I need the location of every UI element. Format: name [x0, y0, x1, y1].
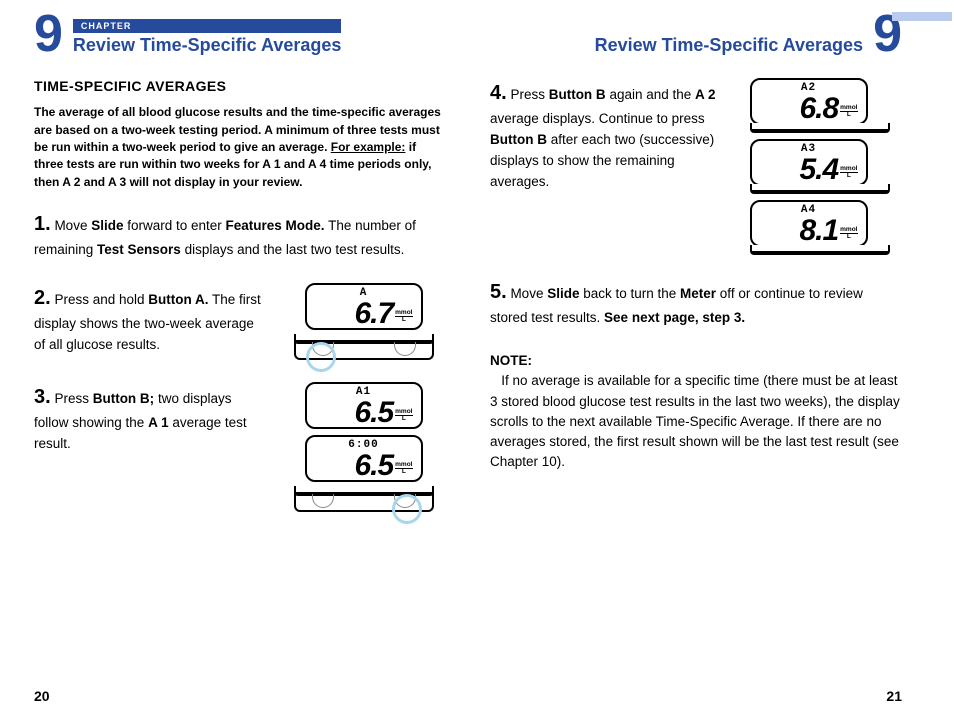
- meter-base: [294, 334, 434, 360]
- header-left: 9 CHAPTER Review Time-Specific Averages: [34, 12, 446, 56]
- section-heading: TIME-SPECIFIC AVERAGES: [34, 78, 446, 94]
- meter-graphic-stack: A2 6.8mmolL A3 5.4mmolL A4 8.1mmolL: [737, 78, 902, 255]
- u: mmol: [840, 165, 857, 172]
- chapter-number-left: 9: [34, 12, 63, 56]
- u: mmol: [395, 309, 412, 316]
- t: Move: [51, 218, 92, 233]
- t: Test Sensors: [97, 242, 181, 257]
- t: Move: [507, 286, 548, 301]
- page-spread: 9 CHAPTER Review Time-Specific Averages …: [34, 12, 902, 704]
- step-3: 3. Press Button B; two displays follow s…: [34, 382, 446, 512]
- u: mmol: [840, 104, 857, 111]
- u: L: [840, 111, 857, 118]
- u: mmol: [395, 408, 412, 415]
- step-5: 5. Move Slide back to turn the Meter off…: [490, 277, 902, 329]
- u: L: [395, 415, 412, 422]
- chapter-tag: CHAPTER: [73, 19, 341, 33]
- meter-graphic-a1: A1 6.5mmolL 6:00 6.5mmolL: [281, 382, 446, 512]
- lcd-value: 6.8: [799, 95, 838, 122]
- lcd-display: A3 5.4mmolL: [750, 139, 868, 186]
- page-number-left: 20: [34, 676, 446, 704]
- t: Button B;: [93, 391, 154, 406]
- u: mmol: [840, 226, 857, 233]
- t: again and the: [606, 87, 695, 102]
- lcd-value: 6.5: [354, 452, 393, 479]
- meter-base: [750, 123, 890, 133]
- chapter-title-left: Review Time-Specific Averages: [73, 35, 341, 56]
- accent-bar: [892, 12, 952, 21]
- lcd-display: A1 6.5mmolL: [305, 382, 423, 429]
- u: L: [840, 233, 857, 240]
- t: displays and the last two test results.: [181, 242, 405, 257]
- intro-example-label: For example:: [331, 140, 406, 154]
- step-number: 1.: [34, 213, 51, 235]
- step-number: 2.: [34, 287, 51, 309]
- t: Press: [51, 391, 93, 406]
- lcd-display: A 6.7mmolL: [305, 283, 423, 330]
- lcd-display: 6:00 6.5mmolL: [305, 435, 423, 482]
- button-b-icon: [394, 342, 416, 356]
- step-number: 4.: [490, 82, 507, 104]
- u: L: [395, 316, 412, 323]
- t: Button B: [549, 87, 606, 102]
- note-heading: NOTE:: [490, 351, 902, 371]
- meter-base: [750, 184, 890, 194]
- t: forward to enter: [123, 218, 225, 233]
- meter-graphic-a: A 6.7mmolL: [281, 283, 446, 360]
- step-number: 5.: [490, 281, 507, 303]
- t: Press: [507, 87, 549, 102]
- t: Meter: [680, 286, 716, 301]
- t: average displays. Continue to press: [490, 111, 705, 126]
- u: L: [395, 468, 412, 475]
- meter-base: [750, 245, 890, 255]
- step-4: 4. Press Button B again and the A 2 aver…: [490, 78, 902, 255]
- button-a-icon: [312, 494, 334, 508]
- step-1: 1. Move Slide forward to enter Features …: [34, 209, 446, 261]
- page-right: Review Time-Specific Averages 9 4. Press…: [484, 12, 902, 704]
- t: A 2: [695, 87, 716, 102]
- t: Press and hold: [51, 292, 149, 307]
- t: back to turn the: [579, 286, 680, 301]
- lcd-value: 5.4: [799, 156, 838, 183]
- chapter-title-right: Review Time-Specific Averages: [595, 35, 863, 56]
- lcd-value: 6.5: [354, 399, 393, 426]
- lcd-value: 6.7: [354, 300, 393, 327]
- lcd-value: 8.1: [799, 217, 838, 244]
- lcd-display: A4 8.1mmolL: [750, 200, 868, 247]
- t: A 1: [148, 415, 169, 430]
- t: Slide: [547, 286, 579, 301]
- step-2: 2. Press and hold Button A. The first di…: [34, 283, 446, 360]
- intro-paragraph: The average of all blood glucose results…: [34, 104, 446, 191]
- u: L: [840, 172, 857, 179]
- t: Features Mode.: [226, 218, 325, 233]
- press-halo-icon: [392, 494, 422, 524]
- header-right: Review Time-Specific Averages 9: [490, 12, 902, 56]
- lcd-display: A2 6.8mmolL: [750, 78, 868, 125]
- u: mmol: [395, 461, 412, 468]
- press-halo-icon: [306, 342, 336, 372]
- t: Button A.: [148, 292, 208, 307]
- t: Button B: [490, 132, 547, 147]
- t: See next page, step 3.: [604, 310, 745, 325]
- page-left: 9 CHAPTER Review Time-Specific Averages …: [34, 12, 446, 704]
- meter-base: [294, 486, 434, 512]
- t: Slide: [91, 218, 123, 233]
- page-number-right: 21: [490, 676, 902, 704]
- note-block: NOTE: If no average is available for a s…: [490, 351, 902, 473]
- note-body: If no average is available for a specifi…: [490, 373, 903, 469]
- step-number: 3.: [34, 386, 51, 408]
